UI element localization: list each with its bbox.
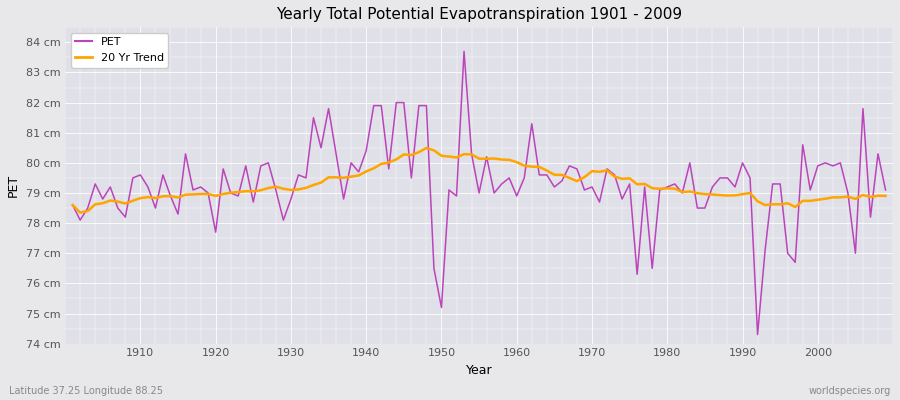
Title: Yearly Total Potential Evapotranspiration 1901 - 2009: Yearly Total Potential Evapotranspiratio… bbox=[276, 7, 682, 22]
Text: worldspecies.org: worldspecies.org bbox=[809, 386, 891, 396]
Y-axis label: PET: PET bbox=[7, 174, 20, 197]
Text: Latitude 37.25 Longitude 88.25: Latitude 37.25 Longitude 88.25 bbox=[9, 386, 163, 396]
Legend: PET, 20 Yr Trend: PET, 20 Yr Trend bbox=[71, 33, 168, 68]
X-axis label: Year: Year bbox=[466, 364, 492, 377]
